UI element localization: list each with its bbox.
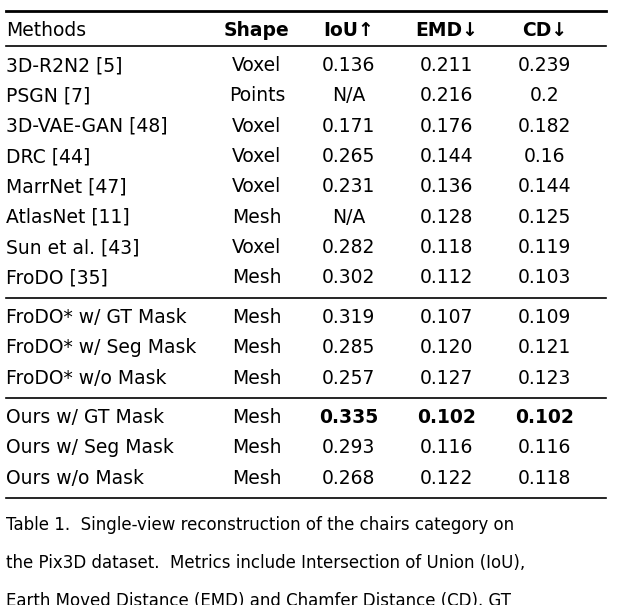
Text: Mesh: Mesh xyxy=(232,469,282,488)
Text: Mesh: Mesh xyxy=(232,269,282,287)
Text: N/A: N/A xyxy=(332,208,365,227)
Text: 0.231: 0.231 xyxy=(322,177,376,197)
Text: Mesh: Mesh xyxy=(232,338,282,357)
Text: 0.120: 0.120 xyxy=(420,338,474,357)
Text: 0.109: 0.109 xyxy=(518,308,571,327)
Text: Table 1.  Single-view reconstruction of the chairs category on: Table 1. Single-view reconstruction of t… xyxy=(6,516,515,534)
Text: CD↓: CD↓ xyxy=(522,21,567,40)
Text: 0.335: 0.335 xyxy=(319,408,378,427)
Text: N/A: N/A xyxy=(332,87,365,105)
Text: 0.16: 0.16 xyxy=(524,147,565,166)
Text: IoU↑: IoU↑ xyxy=(323,21,374,40)
Text: 0.176: 0.176 xyxy=(420,117,474,136)
Text: Ours w/ Seg Mask: Ours w/ Seg Mask xyxy=(6,438,174,457)
Text: 0.127: 0.127 xyxy=(420,368,474,388)
Text: 3D-VAE-GAN [48]: 3D-VAE-GAN [48] xyxy=(6,117,168,136)
Text: 0.144: 0.144 xyxy=(420,147,474,166)
Text: 0.118: 0.118 xyxy=(518,469,571,488)
Text: Mesh: Mesh xyxy=(232,408,282,427)
Text: 0.2: 0.2 xyxy=(530,87,559,105)
Text: 0.118: 0.118 xyxy=(420,238,474,257)
Text: 0.136: 0.136 xyxy=(420,177,474,197)
Text: 0.257: 0.257 xyxy=(322,368,376,388)
Text: Voxel: Voxel xyxy=(232,177,282,197)
Text: PSGN [7]: PSGN [7] xyxy=(6,87,90,105)
Text: EMD↓: EMD↓ xyxy=(415,21,478,40)
Text: Sun et al. [43]: Sun et al. [43] xyxy=(6,238,140,257)
Text: 0.211: 0.211 xyxy=(420,56,474,75)
Text: 0.125: 0.125 xyxy=(518,208,571,227)
Text: 0.128: 0.128 xyxy=(420,208,474,227)
Text: 0.123: 0.123 xyxy=(518,368,571,388)
Text: Mesh: Mesh xyxy=(232,368,282,388)
Text: Mesh: Mesh xyxy=(232,438,282,457)
Text: Voxel: Voxel xyxy=(232,238,282,257)
Text: 0.282: 0.282 xyxy=(322,238,376,257)
Text: 0.216: 0.216 xyxy=(420,87,474,105)
Text: 0.116: 0.116 xyxy=(420,438,474,457)
Text: Methods: Methods xyxy=(6,21,86,40)
Text: 0.107: 0.107 xyxy=(420,308,474,327)
Text: 0.293: 0.293 xyxy=(322,438,376,457)
Text: 0.112: 0.112 xyxy=(420,269,474,287)
Text: 0.102: 0.102 xyxy=(515,408,574,427)
Text: Mesh: Mesh xyxy=(232,308,282,327)
Text: Points: Points xyxy=(228,87,285,105)
Text: 0.319: 0.319 xyxy=(322,308,376,327)
Text: 3D-R2N2 [5]: 3D-R2N2 [5] xyxy=(6,56,123,75)
Text: Earth Moved Distance (EMD) and Chamfer Distance (CD). GT: Earth Moved Distance (EMD) and Chamfer D… xyxy=(6,592,511,605)
Text: FroDO* w/o Mask: FroDO* w/o Mask xyxy=(6,368,166,388)
Text: 0.171: 0.171 xyxy=(322,117,376,136)
Text: 0.182: 0.182 xyxy=(518,117,571,136)
Text: Voxel: Voxel xyxy=(232,147,282,166)
Text: FroDO [35]: FroDO [35] xyxy=(6,269,108,287)
Text: 0.121: 0.121 xyxy=(518,338,571,357)
Text: FroDO* w/ GT Mask: FroDO* w/ GT Mask xyxy=(6,308,187,327)
Text: 0.122: 0.122 xyxy=(420,469,474,488)
Text: Mesh: Mesh xyxy=(232,208,282,227)
Text: 0.239: 0.239 xyxy=(518,56,571,75)
Text: Voxel: Voxel xyxy=(232,56,282,75)
Text: Ours w/o Mask: Ours w/o Mask xyxy=(6,469,144,488)
Text: 0.136: 0.136 xyxy=(322,56,376,75)
Text: the Pix3D dataset.  Metrics include Intersection of Union (IoU),: the Pix3D dataset. Metrics include Inter… xyxy=(6,554,525,572)
Text: AtlasNet [11]: AtlasNet [11] xyxy=(6,208,130,227)
Text: Shape: Shape xyxy=(224,21,290,40)
Text: 0.302: 0.302 xyxy=(322,269,376,287)
Text: 0.119: 0.119 xyxy=(518,238,571,257)
Text: 0.265: 0.265 xyxy=(322,147,376,166)
Text: FroDO* w/ Seg Mask: FroDO* w/ Seg Mask xyxy=(6,338,196,357)
Text: 0.144: 0.144 xyxy=(518,177,572,197)
Text: Voxel: Voxel xyxy=(232,117,282,136)
Text: 0.116: 0.116 xyxy=(518,438,571,457)
Text: 0.285: 0.285 xyxy=(322,338,376,357)
Text: MarrNet [47]: MarrNet [47] xyxy=(6,177,127,197)
Text: 0.268: 0.268 xyxy=(322,469,376,488)
Text: 0.102: 0.102 xyxy=(417,408,476,427)
Text: DRC [44]: DRC [44] xyxy=(6,147,90,166)
Text: 0.103: 0.103 xyxy=(518,269,571,287)
Text: Ours w/ GT Mask: Ours w/ GT Mask xyxy=(6,408,164,427)
